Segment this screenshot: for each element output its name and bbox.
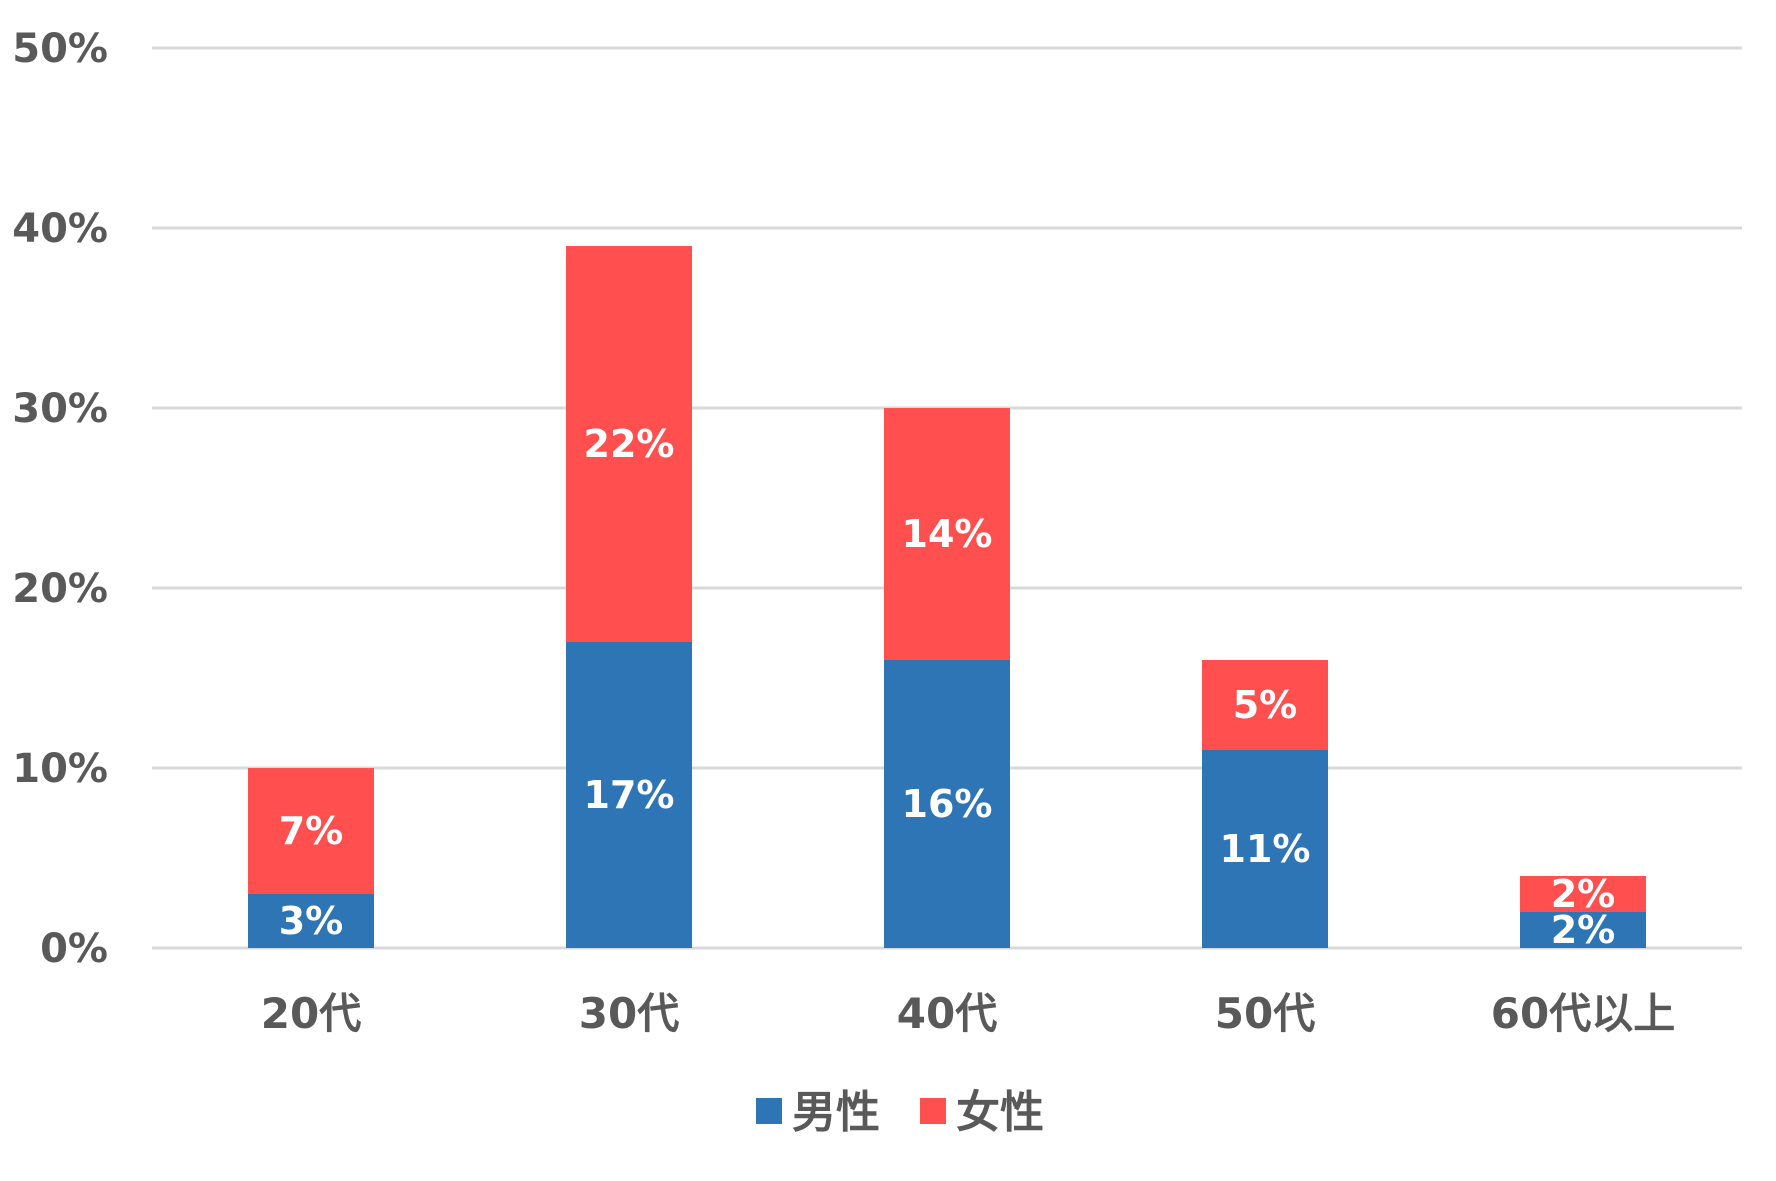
bar-segment-male — [248, 894, 374, 948]
data-label: 16% — [902, 782, 993, 826]
legend-swatch — [756, 1098, 782, 1124]
bar-segment-male — [1202, 750, 1328, 948]
legend-swatch — [920, 1098, 946, 1124]
bar-segment-female — [248, 768, 374, 894]
x-category-label: 20代 — [261, 989, 361, 1038]
data-label: 11% — [1220, 827, 1311, 871]
bar-segment-male — [884, 660, 1010, 948]
x-category-label: 60代以上 — [1491, 989, 1675, 1038]
data-label: 14% — [902, 512, 993, 556]
data-label: 7% — [279, 809, 344, 853]
bar-segment-male — [1520, 912, 1646, 948]
data-label: 3% — [279, 899, 344, 943]
bar-segment-female — [1202, 660, 1328, 750]
bar-segment-female — [566, 246, 692, 642]
y-tick-label: 50% — [12, 26, 108, 72]
bar-segment-female — [884, 408, 1010, 660]
y-axis-tick-labels: 0% 10% 20% 30% 40% 50% — [12, 26, 108, 972]
legend: 男性 女性 — [756, 1087, 1044, 1138]
y-tick-label: 40% — [12, 206, 108, 252]
data-label: 17% — [584, 773, 675, 817]
bar-segment-female — [1520, 876, 1646, 912]
x-category-label: 50代 — [1215, 989, 1315, 1038]
legend-label: 男性 — [792, 1087, 880, 1138]
data-label: 5% — [1233, 683, 1298, 727]
bars — [248, 246, 1646, 948]
data-labels: 3% 7% 17% 22% 16% 14% 11% 5% 2%2% — [279, 422, 1616, 952]
bar-segment-male — [566, 642, 692, 948]
x-category-label: 30代 — [579, 989, 679, 1038]
data-label: 2% — [1551, 908, 1616, 952]
y-tick-label: 10% — [12, 746, 108, 792]
x-category-label: 40代 — [897, 989, 997, 1038]
legend-label: 女性 — [956, 1087, 1044, 1138]
x-axis-category-labels: 20代 30代 40代 50代 60代以上 — [261, 989, 1675, 1038]
y-tick-label: 0% — [40, 926, 108, 972]
data-label: 2% — [1551, 872, 1616, 916]
y-tick-label: 30% — [12, 386, 108, 432]
data-label: 22% — [584, 422, 675, 466]
y-tick-label: 20% — [12, 566, 108, 612]
